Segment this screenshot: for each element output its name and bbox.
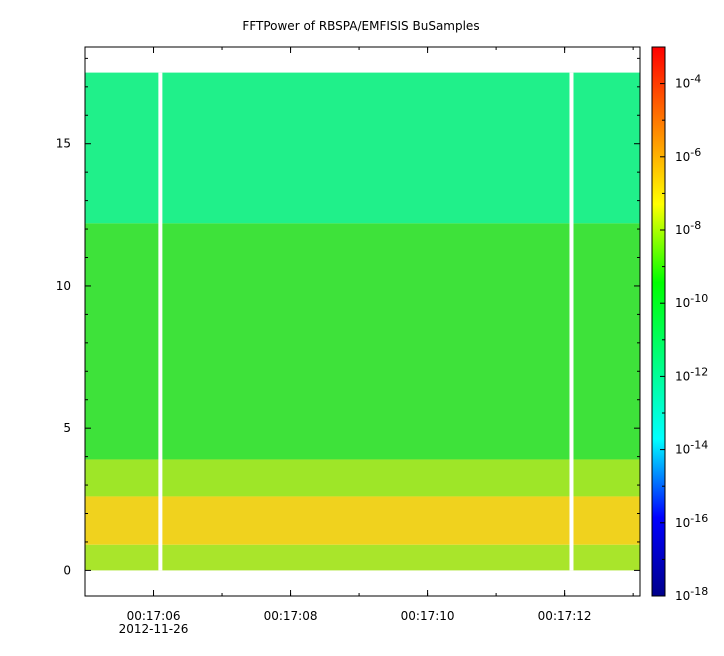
- x-tick-label: 00:17:08: [264, 609, 318, 623]
- colorbar-gradient: [651, 46, 666, 597]
- chart-title: FFTPower of RBSPA/EMFISIS BuSamples: [242, 19, 479, 33]
- spectrum-band-0: [85, 72, 640, 224]
- colorbar-tick-label: 10-6: [675, 146, 701, 164]
- y-tick-label: 15: [56, 137, 71, 151]
- y-tick-label: 5: [63, 421, 71, 435]
- colorbar-tick-label: 10-16: [675, 512, 708, 530]
- x-tick-label: 00:17:12: [538, 609, 592, 623]
- colorbar-tick-label: 10-14: [675, 439, 708, 457]
- x-axis: 00:17:06 00:17:08 00:17:10 00:17:12 2012-11-…: [84, 47, 634, 636]
- colorbar-tick-label: 10-4: [675, 73, 701, 91]
- x-date-label: 2012-11-26: [119, 622, 189, 636]
- y-tick-label: 10: [56, 279, 71, 293]
- colorbar-tick-label: 10-12: [675, 365, 708, 383]
- spectrum-band-3: [85, 496, 640, 545]
- spectrum-band-2: [85, 459, 640, 497]
- x-tick-label: 00:17:06: [127, 609, 181, 623]
- x-tick-label: 00:17:10: [401, 609, 455, 623]
- spectrum-band-4: [85, 544, 640, 571]
- spectrum-band-1: [85, 223, 640, 460]
- colorbar-tick-label: 10-8: [675, 219, 701, 237]
- data-gap-1: [569, 72, 574, 571]
- data-gap-0: [158, 72, 163, 571]
- colorbar: 10-18 10-16 10-14 10-12 10-10 10-8 10-6 10-4: [651, 46, 708, 603]
- y-tick-label: 0: [63, 563, 71, 577]
- colorbar-tick-label: 10-18: [675, 585, 708, 603]
- plot-frame: [84, 46, 641, 597]
- y-axis: 0 5 10 15: [56, 57, 640, 577]
- plot-area: [84, 46, 641, 597]
- colorbar-tick-label: 10-10: [675, 292, 708, 310]
